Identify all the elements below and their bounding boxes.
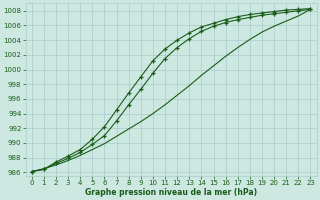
X-axis label: Graphe pression niveau de la mer (hPa): Graphe pression niveau de la mer (hPa) bbox=[85, 188, 257, 197]
